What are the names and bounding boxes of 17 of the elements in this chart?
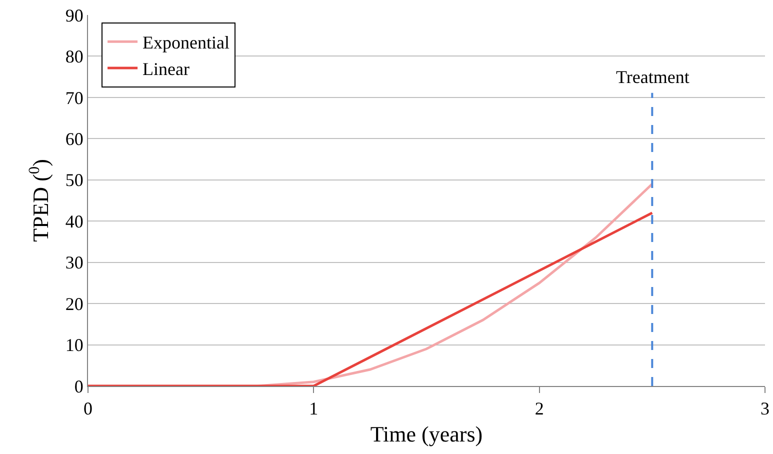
legend-label: Linear	[142, 59, 190, 80]
y-tick-label: 0	[74, 376, 84, 396]
y-tick-label: 90	[65, 5, 84, 26]
y-tick-label: 20	[65, 294, 84, 314]
y-tick-label: 80	[65, 46, 84, 67]
x-tick-label: 1	[309, 398, 318, 419]
y-tick-label: 30	[65, 252, 84, 273]
x-axis-title: Time (years)	[370, 422, 483, 446]
y-tick-label: 60	[65, 128, 84, 149]
x-tick-label: 2	[534, 398, 544, 419]
y-tick-label: 50	[65, 170, 84, 190]
y-tick-label: 40	[65, 211, 84, 232]
y-tick-label: 70	[65, 88, 84, 108]
x-tick-label: 3	[760, 398, 770, 419]
y-tick-label: 10	[65, 335, 84, 356]
ref-line-label: Treatment	[616, 67, 690, 87]
legend-label: Exponential	[142, 32, 230, 53]
